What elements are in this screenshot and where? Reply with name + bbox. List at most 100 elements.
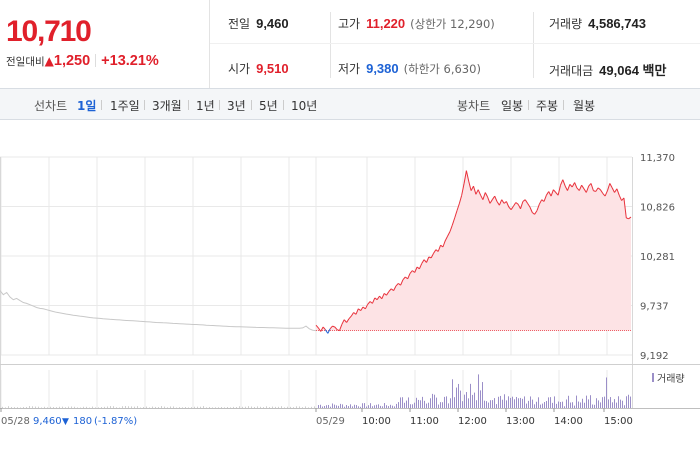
today-line-segment <box>578 185 583 191</box>
tab-1day[interactable]: 1일 <box>77 99 97 113</box>
divider <box>101 100 102 110</box>
tab-3year[interactable]: 3년 <box>227 99 246 113</box>
tab-1week[interactable]: 1주일 <box>110 99 140 113</box>
today-line-segment <box>346 318 350 323</box>
x-tick-label: 10:00 <box>362 416 391 427</box>
divider <box>251 100 252 110</box>
today-line-segment <box>473 185 477 195</box>
volume-bar <box>334 404 335 408</box>
volume-bar <box>212 407 213 408</box>
volume-bar <box>426 403 427 408</box>
volume-bar <box>200 406 201 408</box>
volume-bar <box>344 406 345 408</box>
today-line-segment <box>400 279 404 286</box>
volume-bar <box>384 403 385 408</box>
x-tick-label: 05/28 <box>1 416 30 427</box>
volume-bar <box>146 406 147 408</box>
volume-bar <box>552 402 553 408</box>
volume-bar <box>610 397 611 408</box>
today-line-segment <box>456 203 460 211</box>
volume-bar <box>215 407 216 408</box>
volume-bar <box>584 402 585 408</box>
today-line-segment <box>458 195 463 204</box>
volume-bar <box>348 406 349 408</box>
volume-bar <box>269 407 270 408</box>
today-line-segment <box>588 183 592 187</box>
volume-bar <box>512 396 513 408</box>
volume-bar <box>366 406 367 408</box>
tab-5year[interactable]: 5년 <box>259 99 278 113</box>
open-cell: 시가 9,510 <box>228 60 289 77</box>
candle-chart-label: 봉차트 <box>457 99 491 113</box>
today-line-segment <box>376 295 380 300</box>
tab-weekly-candle[interactable]: 주봉 <box>536 99 559 113</box>
today-line-segment <box>447 231 451 237</box>
prev-close-value: 9,460 <box>256 16 289 31</box>
volume-bar <box>128 406 129 408</box>
volume-bar <box>206 407 207 408</box>
today-line-segment <box>350 312 355 317</box>
today-line-segment <box>607 183 611 191</box>
today-line-segment <box>585 185 590 193</box>
tab-monthly-candle[interactable]: 월봉 <box>573 99 596 113</box>
volume-bar <box>281 406 282 408</box>
prev-day-change: 180 <box>73 416 92 427</box>
volume-bar <box>458 383 459 408</box>
volume-bar <box>233 406 234 408</box>
volume-bar <box>122 406 123 408</box>
volume-bar <box>448 403 449 408</box>
volume-bar <box>460 390 461 408</box>
current-price: 10,710 <box>6 15 92 48</box>
volume-bar <box>311 406 312 408</box>
low-label: 저가 <box>338 62 361 76</box>
tab-3month[interactable]: 3개월 <box>152 99 182 113</box>
volume-bar <box>296 406 297 408</box>
volume-bar <box>62 406 63 408</box>
amount-value: 49,064 백만 <box>599 63 667 78</box>
volume-bar <box>514 399 515 408</box>
today-line-segment <box>414 266 418 273</box>
volume-bar <box>388 406 389 408</box>
volume-bar <box>392 405 393 408</box>
today-line-segment <box>484 192 489 198</box>
volume-bar <box>484 400 485 408</box>
today-line-segment <box>367 301 371 305</box>
volume-bar <box>65 407 66 408</box>
volume-bar <box>293 407 294 408</box>
volume-bar <box>530 396 531 408</box>
tab-daily-candle[interactable]: 일봉 <box>501 99 524 113</box>
volume-bar <box>414 402 415 408</box>
volume-bar <box>98 407 99 408</box>
tab-1year[interactable]: 1년 <box>196 99 215 113</box>
volume-bar <box>590 395 591 408</box>
tab-10year[interactable]: 10년 <box>291 99 318 113</box>
volume-bar <box>350 404 351 408</box>
volume-bar <box>556 403 557 408</box>
today-line-segment <box>343 319 347 323</box>
today-line-segment <box>477 189 482 196</box>
today-line-segment <box>418 263 423 270</box>
volume-bar <box>516 396 517 408</box>
volume-bar <box>260 406 261 408</box>
today-line-segment <box>454 210 458 219</box>
today-line-segment <box>341 319 345 325</box>
volume-bar <box>17 407 18 408</box>
volume-bar <box>346 405 347 408</box>
volume-bar <box>152 406 153 408</box>
today-line-segment <box>489 199 493 204</box>
today-line-segment <box>574 182 578 189</box>
today-line-segment <box>513 202 517 207</box>
volume-bar <box>164 406 165 408</box>
volume-bar <box>596 398 597 408</box>
today-line-segment <box>407 273 411 279</box>
volume-bar <box>444 396 445 408</box>
volume-bar <box>340 403 341 408</box>
open-label: 시가 <box>228 62 251 76</box>
divider <box>283 100 284 110</box>
volume-bar <box>92 406 93 408</box>
volume-bar <box>362 403 363 408</box>
volume-bar <box>586 395 587 408</box>
today-line-segment <box>534 210 538 215</box>
prev-day-arrow-icon: ▼ <box>62 417 69 427</box>
today-line-segment <box>548 191 552 197</box>
